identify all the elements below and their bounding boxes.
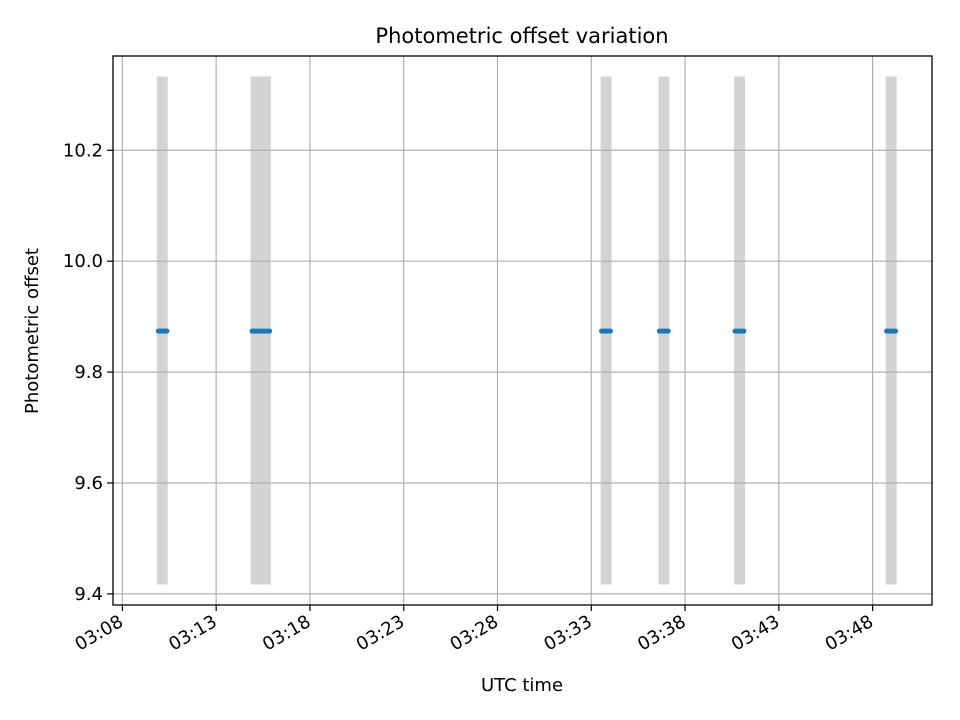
x-tick-label: 03:38 <box>634 611 689 655</box>
y-tick-label: 9.8 <box>74 362 103 383</box>
x-tick-label: 03:18 <box>259 611 314 655</box>
data-points <box>155 328 899 334</box>
chart-title: Photometric offset variation <box>375 24 668 48</box>
data-point <box>267 328 273 334</box>
y-tick-label: 9.4 <box>74 584 103 605</box>
x-tick-label: 03:48 <box>822 611 877 655</box>
x-tick-label: 03:28 <box>447 611 502 655</box>
x-tick-label: 03:43 <box>728 611 783 655</box>
x-axis-ticks: 03:08 03:13 03:18 03:23 03:28 03:33 03:38 03:43… <box>71 605 877 655</box>
y-tick-label: 10.2 <box>63 140 103 161</box>
x-axis-label: UTC time <box>481 675 563 696</box>
data-point <box>607 328 613 334</box>
y-axis-label: Photometric offset <box>22 248 43 414</box>
x-tick-label: 03:33 <box>540 611 595 655</box>
x-tick-label: 03:23 <box>353 611 408 655</box>
y-tick-label: 10.0 <box>63 251 103 272</box>
data-point <box>892 328 899 334</box>
data-point <box>741 328 747 334</box>
x-tick-label: 03:08 <box>71 611 126 655</box>
y-axis-ticks: 9.4 9.6 9.8 10.0 10.2 <box>63 140 113 605</box>
data-point <box>665 328 671 334</box>
x-tick-label: 03:13 <box>165 611 220 655</box>
grid-lines <box>113 56 932 605</box>
plot-frame <box>112 55 933 606</box>
data-point <box>164 328 170 334</box>
y-tick-label: 9.6 <box>74 473 103 494</box>
